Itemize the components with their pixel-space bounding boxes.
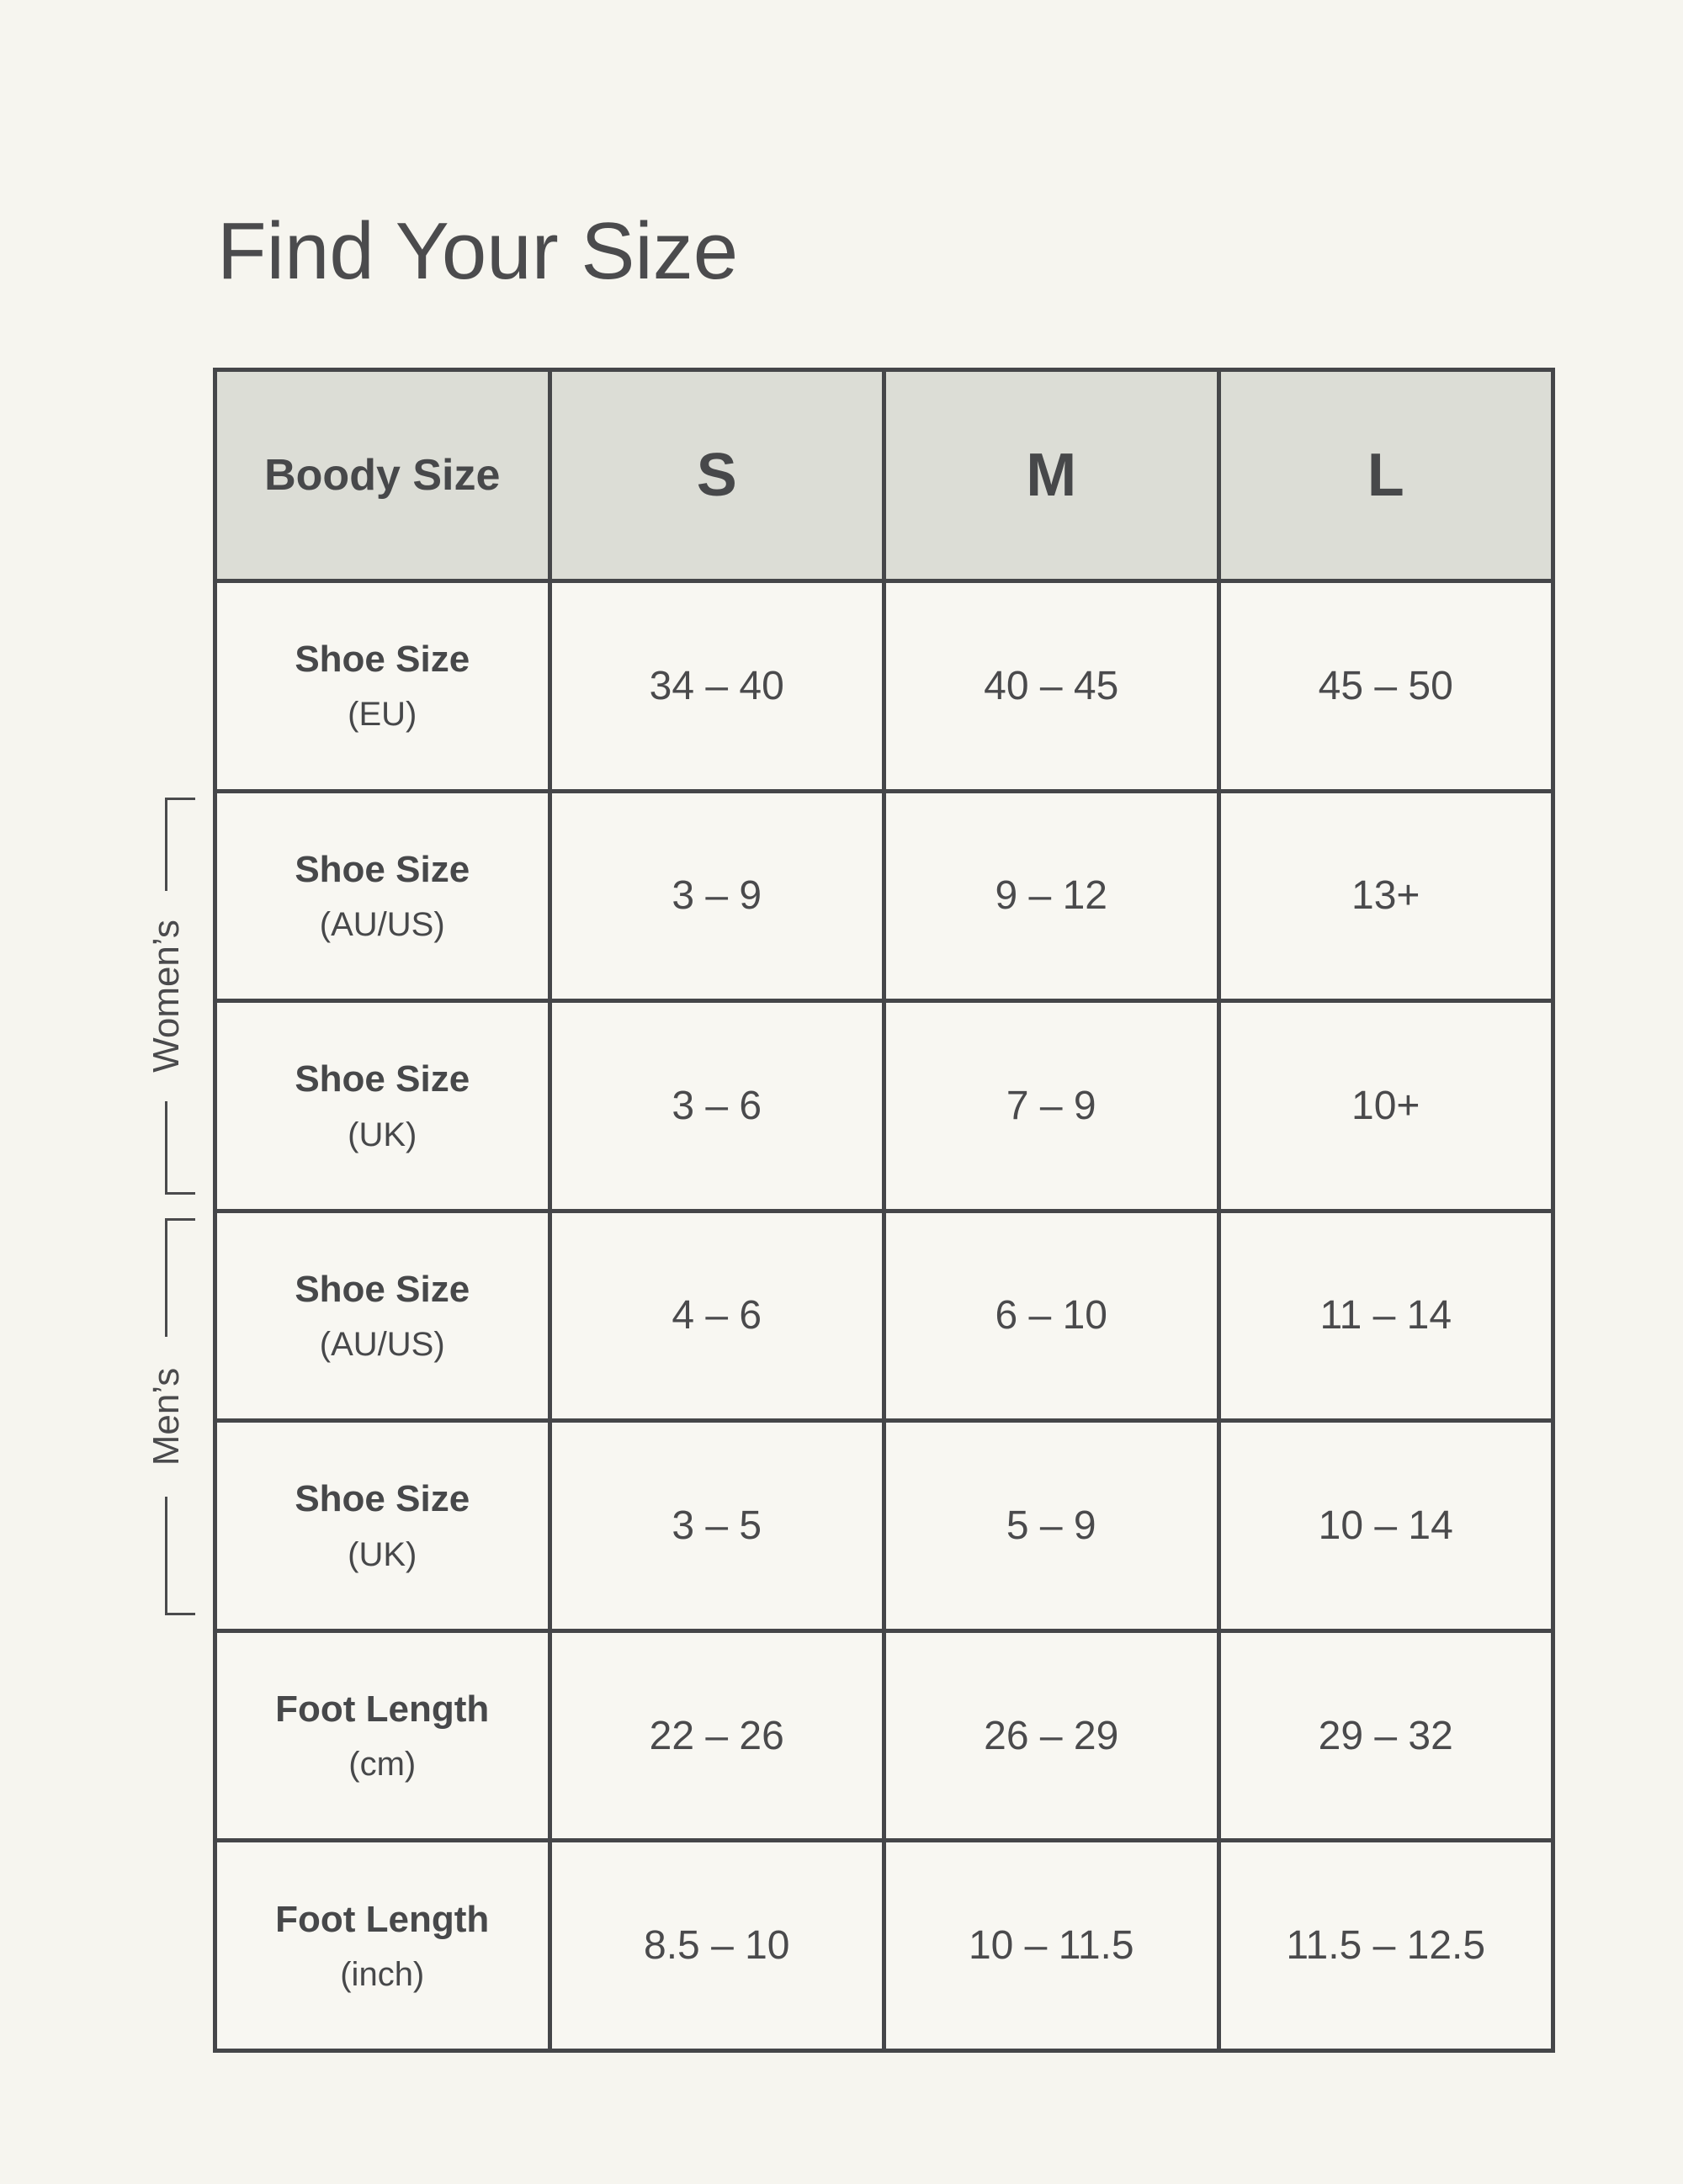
row-label-unit: (AU/US) [319,1326,445,1364]
table-cell: 10 – 11.5 [886,1842,1217,2049]
cell-value: 9 – 12 [995,873,1107,919]
row-label-main: Shoe Size [295,1478,470,1520]
table-cell: 26 – 29 [886,1632,1217,1839]
cell-value: 10 – 14 [1318,1503,1453,1549]
table-cell: 3 – 5 [551,1423,882,1629]
row-label-unit: (AU/US) [319,905,445,943]
row-label-main: Foot Length [275,1688,490,1731]
header-cell-size-l: L [1220,372,1551,579]
table-cell: 34 – 40 [551,583,882,789]
cell-value: 13+ [1351,873,1420,919]
cell-value: 29 – 32 [1318,1713,1453,1758]
row-label-shoe-size-uk-mens: Shoe Size (UK) [217,1423,548,1629]
cell-value: 6 – 10 [995,1293,1107,1338]
table-cell: 22 – 26 [551,1632,882,1839]
row-label-main: Shoe Size [295,1268,470,1310]
size-s-label: S [696,442,737,509]
page-title: Find Your Size [217,206,739,297]
row-label-unit: (inch) [340,1955,425,1993]
table-cell: 3 – 9 [551,792,882,999]
header-cell-size-s: S [551,372,882,579]
header-cell-boody-size: Boody Size [217,372,548,579]
header-label: Boody Size [264,451,501,500]
row-label-main: Shoe Size [295,639,470,681]
row-label-unit: (EU) [348,696,417,734]
row-label-unit: (UK) [348,1535,417,1573]
size-m-label: M [1026,442,1077,509]
row-label-shoe-size-auus-womens: Shoe Size (AU/US) [217,792,548,999]
cell-value: 10+ [1351,1083,1420,1128]
row-label-foot-length-inch: Foot Length (inch) [217,1842,548,2049]
header-cell-size-m: M [886,372,1217,579]
table-cell: 11 – 14 [1220,1212,1551,1419]
row-label-unit: (cm) [348,1746,417,1784]
cell-value: 4 – 6 [672,1293,762,1338]
cell-value: 34 – 40 [649,663,784,708]
size-chart-table: Boody Size S M L Shoe Size (EU) 34 – 40 … [213,368,1555,2053]
cell-value: 11.5 – 12.5 [1286,1923,1486,1969]
cell-value: 8.5 – 10 [644,1923,790,1969]
table-cell: 10 – 14 [1220,1423,1551,1629]
table-cell: 5 – 9 [886,1423,1217,1629]
cell-value: 3 – 6 [672,1083,762,1128]
cell-value: 7 – 9 [1006,1083,1096,1128]
row-label-main: Shoe Size [295,848,470,890]
table-cell: 7 – 9 [886,1003,1217,1209]
womens-group-label: Women’s [143,891,190,1101]
row-label-shoe-size-eu: Shoe Size (EU) [217,583,548,789]
row-label-shoe-size-uk-womens: Shoe Size (UK) [217,1003,548,1209]
row-label-foot-length-cm: Foot Length (cm) [217,1632,548,1839]
table-cell: 3 – 6 [551,1003,882,1209]
row-label-main: Foot Length [275,1898,490,1940]
row-label-shoe-size-auus-mens: Shoe Size (AU/US) [217,1212,548,1419]
cell-value: 5 – 9 [1006,1503,1096,1549]
row-label-unit: (UK) [348,1116,417,1153]
cell-value: 22 – 26 [649,1713,784,1758]
mens-group-label: Men’s [143,1337,190,1497]
table-cell: 13+ [1220,792,1551,999]
table-cell: 4 – 6 [551,1212,882,1419]
size-l-label: L [1367,442,1404,509]
row-label-main: Shoe Size [295,1058,470,1100]
cell-value: 10 – 11.5 [968,1923,1134,1969]
cell-value: 26 – 29 [984,1713,1119,1758]
cell-value: 40 – 45 [984,663,1119,708]
table-cell: 29 – 32 [1220,1632,1551,1839]
table-cell: 9 – 12 [886,792,1217,999]
table-cell: 10+ [1220,1003,1551,1209]
table-cell: 8.5 – 10 [551,1842,882,2049]
table-cell: 45 – 50 [1220,583,1551,789]
cell-value: 3 – 5 [672,1503,762,1549]
cell-value: 11 – 14 [1319,1293,1452,1338]
table-cell: 6 – 10 [886,1212,1217,1419]
table-cell: 40 – 45 [886,583,1217,789]
cell-value: 45 – 50 [1318,663,1453,708]
table-cell: 11.5 – 12.5 [1220,1842,1551,2049]
cell-value: 3 – 9 [672,873,762,919]
